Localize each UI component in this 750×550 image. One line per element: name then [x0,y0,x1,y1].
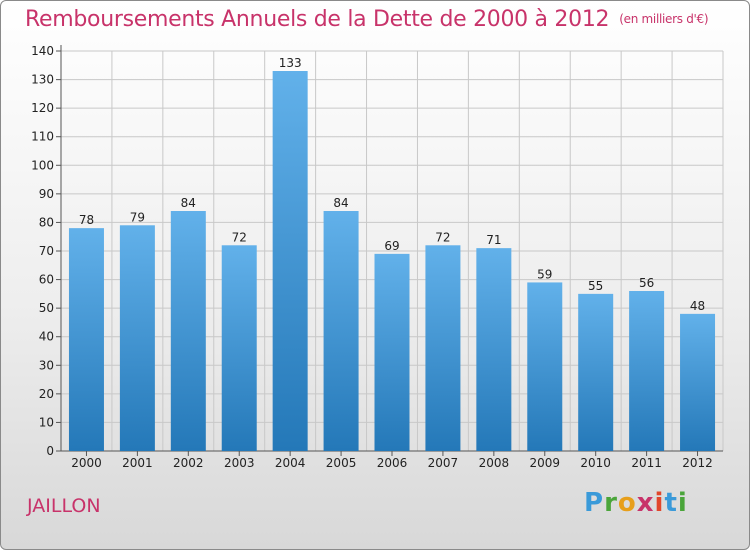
x-tick-label: 2003 [224,456,255,470]
x-tick-label: 2006 [377,456,408,470]
y-tick-label: 90 [39,187,54,201]
bars [68,71,716,451]
axes: 0 10 20 30 40 50 60 70 80 90 100 110 120 130 140 2000 20… [31,44,723,470]
bar [221,245,257,451]
bar [629,291,665,451]
y-tick-label: 80 [39,215,54,229]
bar-value-label: 55 [588,279,603,293]
x-tick-label: 2008 [479,456,510,470]
logo-letter: i [654,488,665,518]
bar [680,313,716,451]
y-tick-label: 120 [31,101,54,115]
y-tick-label: 20 [39,387,54,401]
y-tick-label: 110 [31,130,54,144]
y-tick-label: 140 [31,44,54,58]
x-tick-label: 2011 [631,456,662,470]
y-tick-label: 50 [39,301,54,315]
y-tick-label: 10 [39,415,54,429]
bar-value-label: 84 [181,196,196,210]
x-tick-label: 2002 [173,456,204,470]
bar [170,211,206,451]
bar-value-label: 72 [435,230,450,244]
bar [119,225,155,451]
x-tick-label: 2001 [122,456,153,470]
proxiti-logo: Proxiti [584,488,688,518]
x-tick-label: 2012 [682,456,713,470]
bar [527,282,563,451]
bar-value-label: 84 [333,196,348,210]
bar-value-label: 78 [79,213,94,227]
bar [374,253,410,451]
chart-title: Remboursements Annuels de la Dette de 20… [25,7,709,32]
unit-note: (en milliers d'€) [619,12,709,26]
bar-value-label: 48 [690,299,705,313]
bar-value-label: 79 [130,210,145,224]
place-name: JAILLON [27,495,101,517]
bar [272,71,308,451]
bar-value-label: 133 [279,56,302,70]
chart-title-text: Remboursements Annuels de la Dette de 20… [25,7,610,32]
y-tick-label: 60 [39,273,54,287]
bar [578,293,614,451]
bar-value-label: 72 [232,230,247,244]
bar [68,228,104,451]
logo-letter: t [664,488,678,518]
bar-value-label: 69 [384,239,399,253]
y-tick-label: 100 [31,158,54,172]
x-tick-label: 2000 [71,456,102,470]
bar-value-label: 59 [537,267,552,281]
bar [425,245,461,451]
logo-letter: x [636,488,655,518]
logo-letter: r [604,488,618,518]
x-tick-label: 2007 [428,456,459,470]
bar-value-label: 56 [639,276,654,290]
bar [476,248,512,451]
x-tick-label: 2010 [580,456,611,470]
labels: 78 79 84 72 133 84 69 72 71 59 55 56 48 [79,56,705,313]
x-tick-label: 2004 [275,456,306,470]
y-tick-label: 130 [31,73,54,87]
y-tick-label: 40 [39,330,54,344]
y-tick-label: 0 [46,444,54,458]
bar [323,211,359,451]
x-tick-label: 2009 [529,456,560,470]
logo-letter: o [617,488,637,518]
logo-letter: i [677,488,688,518]
y-tick-label: 70 [39,244,54,258]
logo-letter: P [584,488,605,518]
x-tick-label: 2005 [326,456,357,470]
bar-value-label: 71 [486,233,501,247]
y-tick-label: 30 [39,358,54,372]
